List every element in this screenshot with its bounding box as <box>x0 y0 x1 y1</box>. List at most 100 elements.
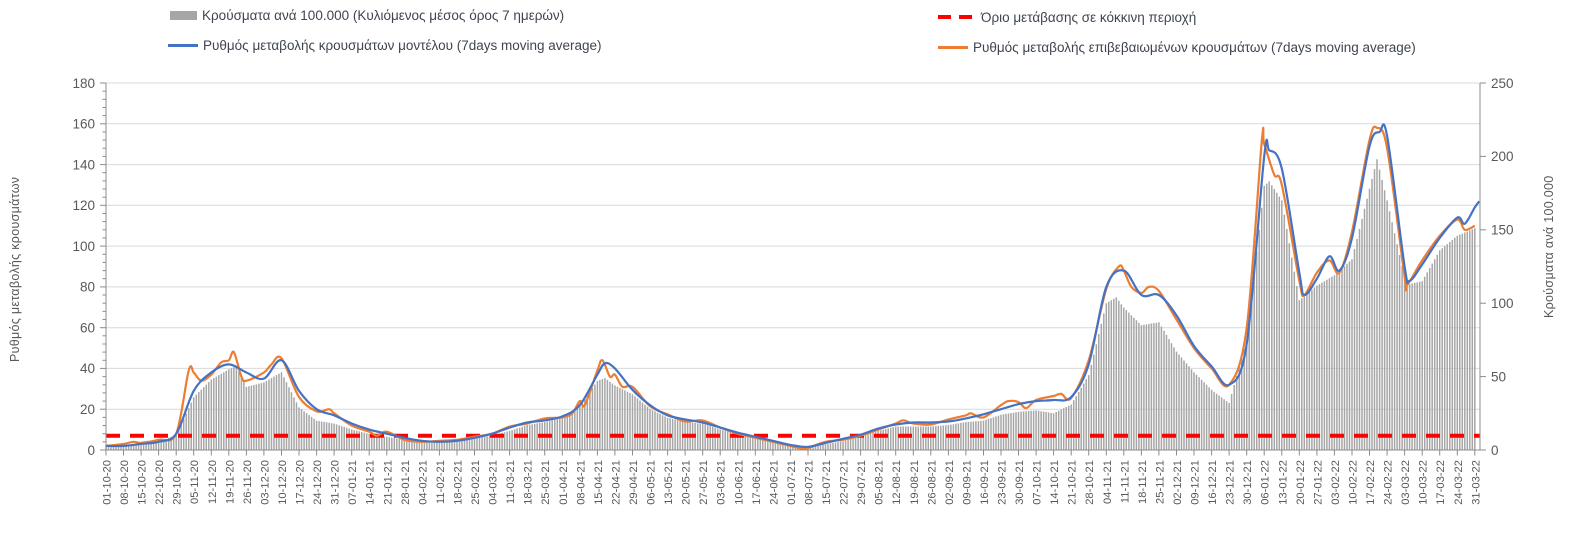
left-axis-tick-label: 80 <box>80 280 95 295</box>
x-axis-date-label: 16-09-21 <box>979 460 991 505</box>
legend-item-cases-bars: Κρούσματα ανά 100.000 (Κυλιόμενος μέσος … <box>170 5 564 25</box>
legend-label-red-threshold: Όριο μετάβασης σε κόκκινη περιοχή <box>981 9 1197 25</box>
model-line-legend-marker <box>168 43 198 47</box>
right-axis-tick-label: 250 <box>1491 76 1514 91</box>
legend-item-red-threshold: Όριο μετάβασης σε κόκκινη περιοχή <box>938 7 1196 27</box>
legend-label-model-line: Ρυθμός μεταβολής κρουσμάτων μοντέλου (7d… <box>203 37 602 53</box>
right-axis-ticks: 0 50 100 150 200 250 <box>1480 76 1514 458</box>
axes <box>105 83 1481 451</box>
x-axis-date-label: 15-07-21 <box>821 460 833 505</box>
x-axis-date-label: 23-12-21 <box>1225 460 1237 505</box>
x-axis-date-label: 11-03-21 <box>505 460 517 504</box>
x-axis-date-label: 03-03-22 <box>1400 460 1412 505</box>
x-axis-date-label: 27-05-21 <box>698 460 710 505</box>
x-axis-date-label: 29-07-21 <box>856 460 868 505</box>
x-axis-date-label: 19-08-21 <box>909 460 921 505</box>
x-axis-date-label: 09-09-21 <box>961 460 973 505</box>
x-axis-date-label: 30-09-21 <box>1014 460 1026 505</box>
x-axis-date-label: 18-03-21 <box>523 460 535 505</box>
x-axis-date-label: 28-10-21 <box>1084 460 1096 505</box>
threshold-legend-marker <box>938 15 976 19</box>
right-axis-title: Κρούσματα ανά 100.000 <box>1542 175 1556 319</box>
x-axis-date-label: 03-12-20 <box>259 460 271 505</box>
x-axis-date-label: 24-02-22 <box>1383 460 1395 505</box>
x-axis-date-label: 24-06-21 <box>768 460 780 505</box>
x-axis-date-label: 28-01-21 <box>400 460 412 505</box>
x-axis-date-label: 09-12-21 <box>1190 460 1202 505</box>
left-axis-tick-label: 20 <box>80 402 95 417</box>
x-axis-date-label: 21-01-21 <box>382 460 394 505</box>
x-axis-date-label: 12-08-21 <box>891 460 903 505</box>
x-axis-date-label: 29-04-21 <box>628 460 640 505</box>
left-axis-tick-label: 180 <box>72 76 95 91</box>
confirmed-line-legend-marker <box>938 45 968 49</box>
legend-item-confirmed-line: Ρυθμός μεταβολής επιβεβαιωμένων κρουσμάτ… <box>938 37 1416 57</box>
x-axis-date-label: 27-01-22 <box>1312 460 1324 505</box>
x-axis-date-label: 18-02-21 <box>453 460 465 505</box>
gridlines <box>106 82 1480 410</box>
x-axis-date-label: 06-05-21 <box>646 460 658 505</box>
x-axis-date-label: 04-03-21 <box>488 460 500 505</box>
x-axis-date-label: 11-02-21 <box>435 460 447 504</box>
x-axis-date-label: 21-10-21 <box>1067 460 1079 505</box>
left-axis-tick-label: 60 <box>80 321 95 336</box>
x-axis-date-label: 14-10-21 <box>1049 460 1061 505</box>
x-axis-date-label: 08-04-21 <box>575 460 587 505</box>
left-axis-tick-label: 120 <box>72 198 95 213</box>
x-axis-date-label: 20-01-22 <box>1295 460 1307 505</box>
x-axis-date-label: 15-04-21 <box>593 460 605 505</box>
x-axis-date-label: 04-11-21 <box>1102 460 1114 504</box>
x-axis-date-label: 17-02-22 <box>1365 460 1377 505</box>
x-axis-date-label: 31-03-22 <box>1470 460 1482 505</box>
x-axis-date-label: 07-10-21 <box>1032 460 1044 505</box>
left-axis-tick-label: 160 <box>72 117 95 132</box>
x-axis-date-label: 26-11-20 <box>242 460 254 504</box>
right-axis-tick-label: 200 <box>1491 149 1514 164</box>
x-axis-date-label: 17-03-22 <box>1435 460 1447 505</box>
x-axis-date-label: 24-03-22 <box>1453 460 1465 505</box>
x-axis-date-label: 15-10-20 <box>137 460 149 505</box>
right-axis-tick-label: 100 <box>1491 296 1514 311</box>
x-axis-date-label: 04-02-21 <box>417 460 429 505</box>
x-axis-date-label: 20-05-21 <box>681 460 693 505</box>
x-axis-date-label: 01-04-21 <box>558 460 570 505</box>
confirmed-cases-rate-line <box>105 125 1476 451</box>
x-axis-date-label: 12-11-20 <box>207 460 219 504</box>
x-axis-date-label: 06-01-22 <box>1260 460 1272 505</box>
x-axis-date-label: 10-06-21 <box>733 460 745 505</box>
x-axis-date-label: 03-02-22 <box>1330 460 1342 505</box>
x-axis-date-label: 30-12-21 <box>1242 460 1254 505</box>
x-axis-ticks: 01-10-20 08-10-20 15-10-20 22-10-20 29-10-20… <box>102 450 1482 505</box>
legend-item-model-line: Ρυθμός μεταβολής κρουσμάτων μοντέλου (7d… <box>168 35 602 55</box>
left-axis-tick-label: 100 <box>72 239 95 254</box>
x-axis-date-label: 26-08-21 <box>926 460 938 505</box>
x-axis-date-label: 22-10-20 <box>154 460 166 505</box>
x-axis-date-label: 23-09-21 <box>997 460 1009 505</box>
x-axis-date-label: 24-12-20 <box>312 460 324 505</box>
x-axis-date-label: 17-12-20 <box>295 460 307 505</box>
x-axis-date-label: 05-11-20 <box>189 460 201 504</box>
x-axis-date-label: 25-11-21 <box>1154 460 1166 504</box>
x-axis-date-label: 01-10-20 <box>102 460 114 505</box>
x-axis-date-label: 01-07-21 <box>786 460 798 505</box>
x-axis-date-label: 10-12-20 <box>277 460 289 505</box>
x-axis-date-label: 19-11-20 <box>224 460 236 504</box>
left-axis-title: Ρυθμός μεταβολής κρουσμάτων <box>8 176 22 362</box>
right-axis-tick-label: 50 <box>1491 369 1506 384</box>
left-axis-tick-label: 140 <box>72 157 95 172</box>
x-axis-date-label: 25-02-21 <box>470 460 482 505</box>
model-cases-rate-line <box>105 123 1481 449</box>
left-axis-tick-label: 40 <box>80 361 95 376</box>
legend-label-cases-bars: Κρούσματα ανά 100.000 (Κυλιόμενος μέσος … <box>202 7 565 23</box>
x-axis-date-label: 22-07-21 <box>839 460 851 505</box>
x-axis-date-label: 10-02-22 <box>1348 460 1360 505</box>
x-axis-date-label: 02-09-21 <box>944 460 956 505</box>
x-axis-date-label: 17-06-21 <box>751 460 763 505</box>
x-axis-date-label: 13-05-21 <box>663 460 675 505</box>
right-axis-tick-label: 0 <box>1491 443 1499 458</box>
x-axis-date-label: 31-12-20 <box>330 460 342 505</box>
legend-label-confirmed-line: Ρυθμός μεταβολής επιβεβαιωμένων κρουσμάτ… <box>973 39 1416 55</box>
x-axis-date-label: 07-01-21 <box>347 460 359 505</box>
x-axis-date-label: 08-10-20 <box>119 460 131 505</box>
